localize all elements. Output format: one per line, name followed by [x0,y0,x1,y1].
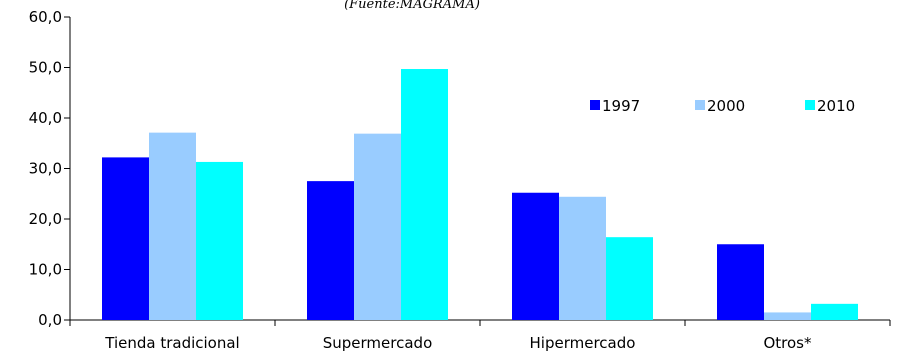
legend-label: 2000 [707,97,745,115]
bar-2010 [811,303,858,320]
bar-1997 [717,244,764,320]
y-tick-label: 50,0 [29,59,62,77]
x-tick-label: Hipermercado [530,334,636,352]
bar-2010 [606,237,653,320]
legend-swatch [695,100,705,110]
x-tick-label: Tienda tradicional [104,334,239,352]
bar-2010 [196,161,243,320]
x-tick-label: Supermercado [323,334,433,352]
y-tick-label: 0,0 [38,311,62,329]
bar-2000 [149,132,196,320]
y-axis: 0,0 10,0 20,0 30,0 40,0 50,0 60,0 [29,8,71,329]
legend-swatch [805,100,815,110]
legend-label: 1997 [602,97,640,115]
y-tick-label: 40,0 [29,109,62,127]
bars [102,69,858,320]
bar-1997 [307,181,354,320]
bar-2000 [354,133,401,320]
bar-1997 [102,157,149,320]
chart-subtitle: (Fuente:MAGRAMA) [344,0,480,12]
y-tick-label: 30,0 [29,160,62,178]
bar-1997 [512,192,559,320]
bar-2000 [764,312,811,320]
x-axis: Tienda tradicional Supermercado Hipermerca… [69,319,891,352]
legend-label: 2010 [817,97,855,115]
bar-2010 [401,69,448,320]
y-tick-label: 60,0 [29,8,62,26]
x-tick-label: Otros* [763,334,812,352]
legend-swatch [590,100,600,110]
y-tick-label: 10,0 [29,261,62,279]
legend: 1997 2000 2010 [590,97,855,115]
y-tick-label: 20,0 [29,210,62,228]
bar-2000 [559,196,606,320]
